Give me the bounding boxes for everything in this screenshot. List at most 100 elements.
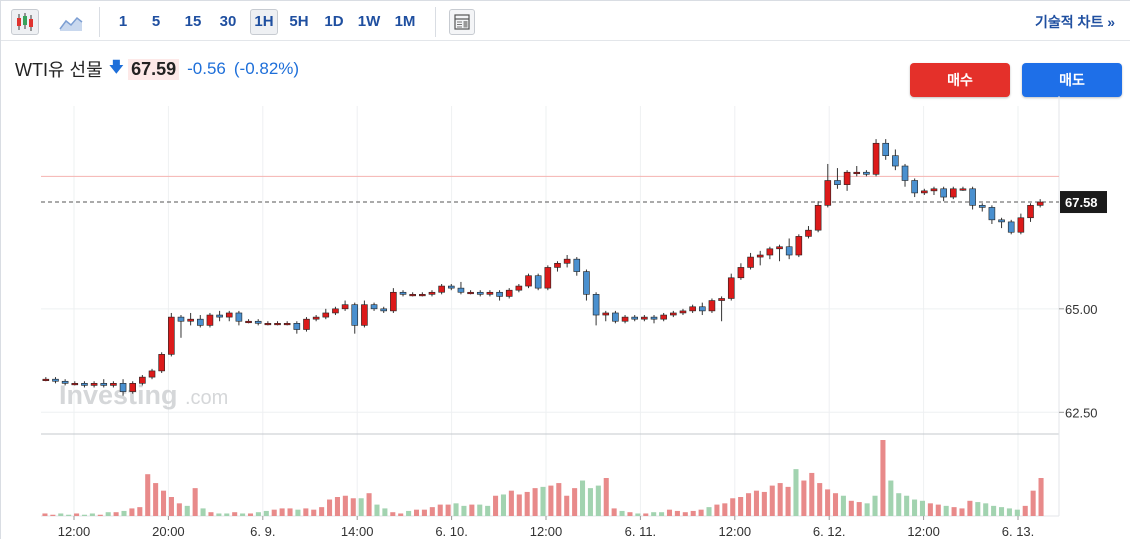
candle bbox=[1036, 199, 1044, 208]
price-change: -0.56 bbox=[187, 59, 226, 78]
watermark-suffix: .com bbox=[185, 387, 228, 409]
candle bbox=[650, 315, 658, 324]
volume-bar bbox=[129, 508, 135, 516]
candle bbox=[747, 252, 754, 270]
candle bbox=[71, 381, 79, 386]
volume-bar bbox=[192, 488, 198, 516]
candle bbox=[283, 321, 291, 326]
volume-bar bbox=[406, 510, 412, 516]
volume-bar bbox=[959, 508, 965, 516]
interval-1mo-button[interactable]: 1M bbox=[394, 13, 416, 30]
volume-bar bbox=[516, 494, 522, 516]
volume-bar bbox=[825, 489, 831, 516]
volume-bar bbox=[919, 500, 925, 516]
interval-1d-button[interactable]: 1D bbox=[324, 13, 344, 30]
candle bbox=[274, 321, 281, 326]
candle bbox=[776, 244, 783, 262]
interval-15m-button[interactable]: 15 bbox=[184, 13, 202, 30]
volume-bar bbox=[1014, 509, 1020, 516]
x-tick-label: 12:00 bbox=[719, 524, 752, 539]
volume-bar bbox=[279, 508, 285, 516]
buy-button[interactable]: 매수 bbox=[910, 63, 1010, 97]
volume-bar bbox=[888, 480, 894, 516]
candle bbox=[872, 139, 880, 177]
interval-1w-button[interactable]: 1W bbox=[357, 13, 381, 30]
volume-bar bbox=[453, 503, 459, 516]
volume-bar bbox=[263, 510, 269, 516]
volume-bar bbox=[113, 512, 119, 516]
volume-bar bbox=[153, 483, 159, 516]
chart-settings-icon[interactable] bbox=[449, 9, 475, 35]
volume-bar bbox=[532, 488, 538, 516]
volume-bar bbox=[627, 512, 633, 516]
volume-bar bbox=[975, 502, 981, 516]
candle bbox=[61, 379, 69, 386]
volume-bar bbox=[556, 483, 562, 516]
interval-1m-button[interactable]: 1 bbox=[118, 13, 128, 30]
interval-5h-button[interactable]: 5H bbox=[289, 13, 309, 30]
candle bbox=[119, 379, 127, 396]
candle bbox=[1007, 219, 1015, 235]
candle bbox=[370, 302, 378, 311]
volume-bar bbox=[334, 497, 340, 516]
volume-bar bbox=[350, 498, 356, 516]
volume-bar bbox=[666, 509, 673, 516]
candle bbox=[390, 288, 397, 313]
candle bbox=[988, 205, 996, 224]
volume-bar bbox=[319, 507, 325, 516]
volume-bar bbox=[927, 503, 933, 516]
candle bbox=[940, 186, 947, 202]
price-change-percent: (-0.82%) bbox=[233, 59, 300, 78]
technical-chart-link[interactable]: 기술적 차트 » bbox=[1035, 14, 1115, 30]
volume-bar bbox=[176, 503, 182, 516]
candlestick-chart-icon[interactable] bbox=[11, 9, 39, 35]
candle bbox=[766, 246, 774, 260]
candle bbox=[505, 288, 513, 299]
candle bbox=[312, 315, 320, 322]
candle bbox=[959, 186, 967, 191]
candle bbox=[322, 308, 330, 320]
candle bbox=[534, 273, 542, 291]
candle bbox=[52, 377, 59, 384]
volume-bar bbox=[674, 510, 680, 516]
volume-bar bbox=[421, 509, 427, 516]
x-tick-label: 12:00 bbox=[907, 524, 940, 539]
volume-bar bbox=[58, 513, 64, 516]
candle bbox=[187, 312, 194, 326]
candle bbox=[679, 308, 687, 316]
candle bbox=[303, 317, 310, 332]
interval-1h-button[interactable]: 1H bbox=[250, 9, 278, 35]
volume-bar bbox=[635, 513, 641, 516]
volume-bar bbox=[967, 500, 973, 516]
volume-bar bbox=[548, 485, 554, 516]
volume-bar bbox=[659, 512, 665, 516]
sell-button[interactable]: 매도 bbox=[1022, 63, 1122, 97]
volume-bar bbox=[295, 509, 301, 516]
last-price: 67.59 bbox=[128, 58, 180, 80]
volume-bar bbox=[1022, 505, 1028, 516]
volume-bar bbox=[50, 514, 56, 516]
interval-30m-button[interactable]: 30 bbox=[219, 13, 237, 30]
volume-bar bbox=[801, 480, 807, 516]
volume-bar bbox=[587, 488, 593, 516]
x-tick-label: 12:00 bbox=[58, 524, 91, 539]
watermark-brand: Investing bbox=[59, 380, 178, 410]
interval-5m-button[interactable]: 5 bbox=[151, 13, 161, 30]
x-tick-label: 12:00 bbox=[530, 524, 563, 539]
x-tick-label: 6. 10. bbox=[435, 524, 468, 539]
candle bbox=[245, 319, 252, 324]
candle bbox=[554, 261, 561, 272]
candle bbox=[409, 292, 416, 297]
volume-bar bbox=[121, 510, 127, 516]
volume-bar bbox=[753, 490, 759, 516]
volume-bar bbox=[611, 508, 617, 516]
candle bbox=[438, 283, 445, 295]
candle bbox=[457, 281, 465, 295]
candle bbox=[843, 170, 851, 191]
candle bbox=[399, 290, 407, 297]
volume-bar bbox=[493, 495, 499, 516]
candle bbox=[612, 310, 619, 324]
area-chart-icon[interactable] bbox=[59, 12, 83, 32]
candle bbox=[660, 312, 667, 322]
volume-bar bbox=[832, 493, 839, 516]
